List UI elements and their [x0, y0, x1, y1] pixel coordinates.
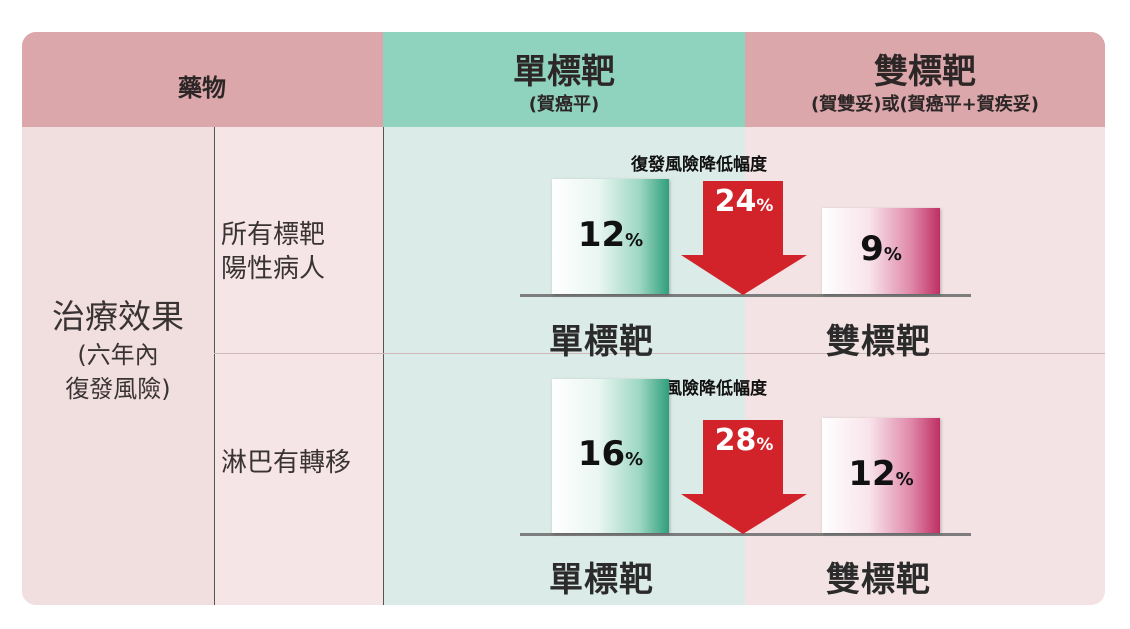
header-dual-target: 雙標靶 (賀雙妥)或(賀癌平+賀疾妥): [745, 32, 1105, 127]
row-divider: [214, 353, 1105, 354]
bar-value-unit: %: [883, 244, 902, 265]
bar-value-label: 9%: [822, 229, 940, 269]
x-tick-label: 單標靶: [549, 560, 654, 600]
chart-baseline: [520, 533, 971, 536]
header-single-target: 單標靶 (賀癌平): [383, 32, 745, 127]
reduction-number: 28: [714, 423, 757, 458]
bar-value-label: 12%: [822, 454, 940, 494]
row-label-line: 陽性病人: [221, 254, 326, 284]
bar: 12%: [552, 179, 669, 294]
outcome-title: 治療效果: [52, 297, 184, 336]
row-label-all-positive: 所有標靶 陽性病人: [221, 218, 371, 286]
column-divider: [383, 127, 384, 605]
single-target-title: 單標靶: [513, 52, 615, 92]
row-label-line: 所有標靶: [221, 220, 326, 250]
population-column: [214, 127, 383, 605]
reduction-arrow-shape: [681, 420, 807, 534]
outcome-subtitle: (六年內 復發風險): [22, 338, 214, 406]
chart-baseline: [520, 294, 971, 297]
bar-value-unit: %: [895, 468, 914, 490]
reduction-label: 24%: [694, 184, 794, 219]
chart-title: 復發風險降低幅度: [631, 155, 767, 175]
x-tick-label: 雙標靶: [826, 322, 931, 362]
single-target-subtitle: (賀癌平): [528, 94, 600, 115]
bar: 9%: [822, 208, 940, 294]
reduction-number: 24: [714, 184, 757, 219]
outcome-subtitle-line: 復發風險): [65, 375, 171, 403]
reduction-unit: %: [756, 196, 774, 216]
bar-value-number: 9: [860, 229, 884, 269]
bar-value-label: 12%: [552, 215, 669, 255]
reduction-arrow-icon: [681, 181, 807, 295]
header-drug-cell: 藥物: [22, 32, 383, 127]
dual-target-title: 雙標靶: [874, 52, 976, 92]
row-label-line: 淋巴有轉移: [221, 448, 352, 478]
reduction-arrow-shape: [681, 181, 807, 295]
reduction-arrow-icon: [681, 420, 807, 534]
bar: 16%: [552, 379, 669, 533]
bar-value-unit: %: [625, 229, 644, 251]
dual-target-subtitle: (賀雙妥)或(賀癌平+賀疾妥): [811, 94, 1039, 115]
row-label-lymph-metastasis: 淋巴有轉移: [221, 446, 351, 480]
x-tick-label: 雙標靶: [826, 560, 931, 600]
x-tick-label: 單標靶: [549, 322, 654, 362]
column-divider: [214, 127, 215, 605]
outcome-column: [22, 127, 214, 605]
bar-value-number: 16: [577, 434, 626, 474]
comparison-table: 藥物 單標靶 (賀癌平) 雙標靶 (賀雙妥)或(賀癌平+賀疾妥) 治療效果 (六…: [22, 32, 1105, 605]
bar: 12%: [822, 418, 940, 533]
bar-value-number: 12: [848, 453, 896, 494]
reduction-label: 28%: [694, 423, 794, 458]
outcome-subtitle-line: (六年內: [77, 341, 159, 369]
drug-label: 藥物: [178, 74, 226, 102]
reduction-unit: %: [756, 435, 774, 455]
bar-value-label: 16%: [552, 434, 669, 474]
bar-value-number: 12: [577, 214, 626, 255]
bar-value-unit: %: [625, 449, 644, 470]
